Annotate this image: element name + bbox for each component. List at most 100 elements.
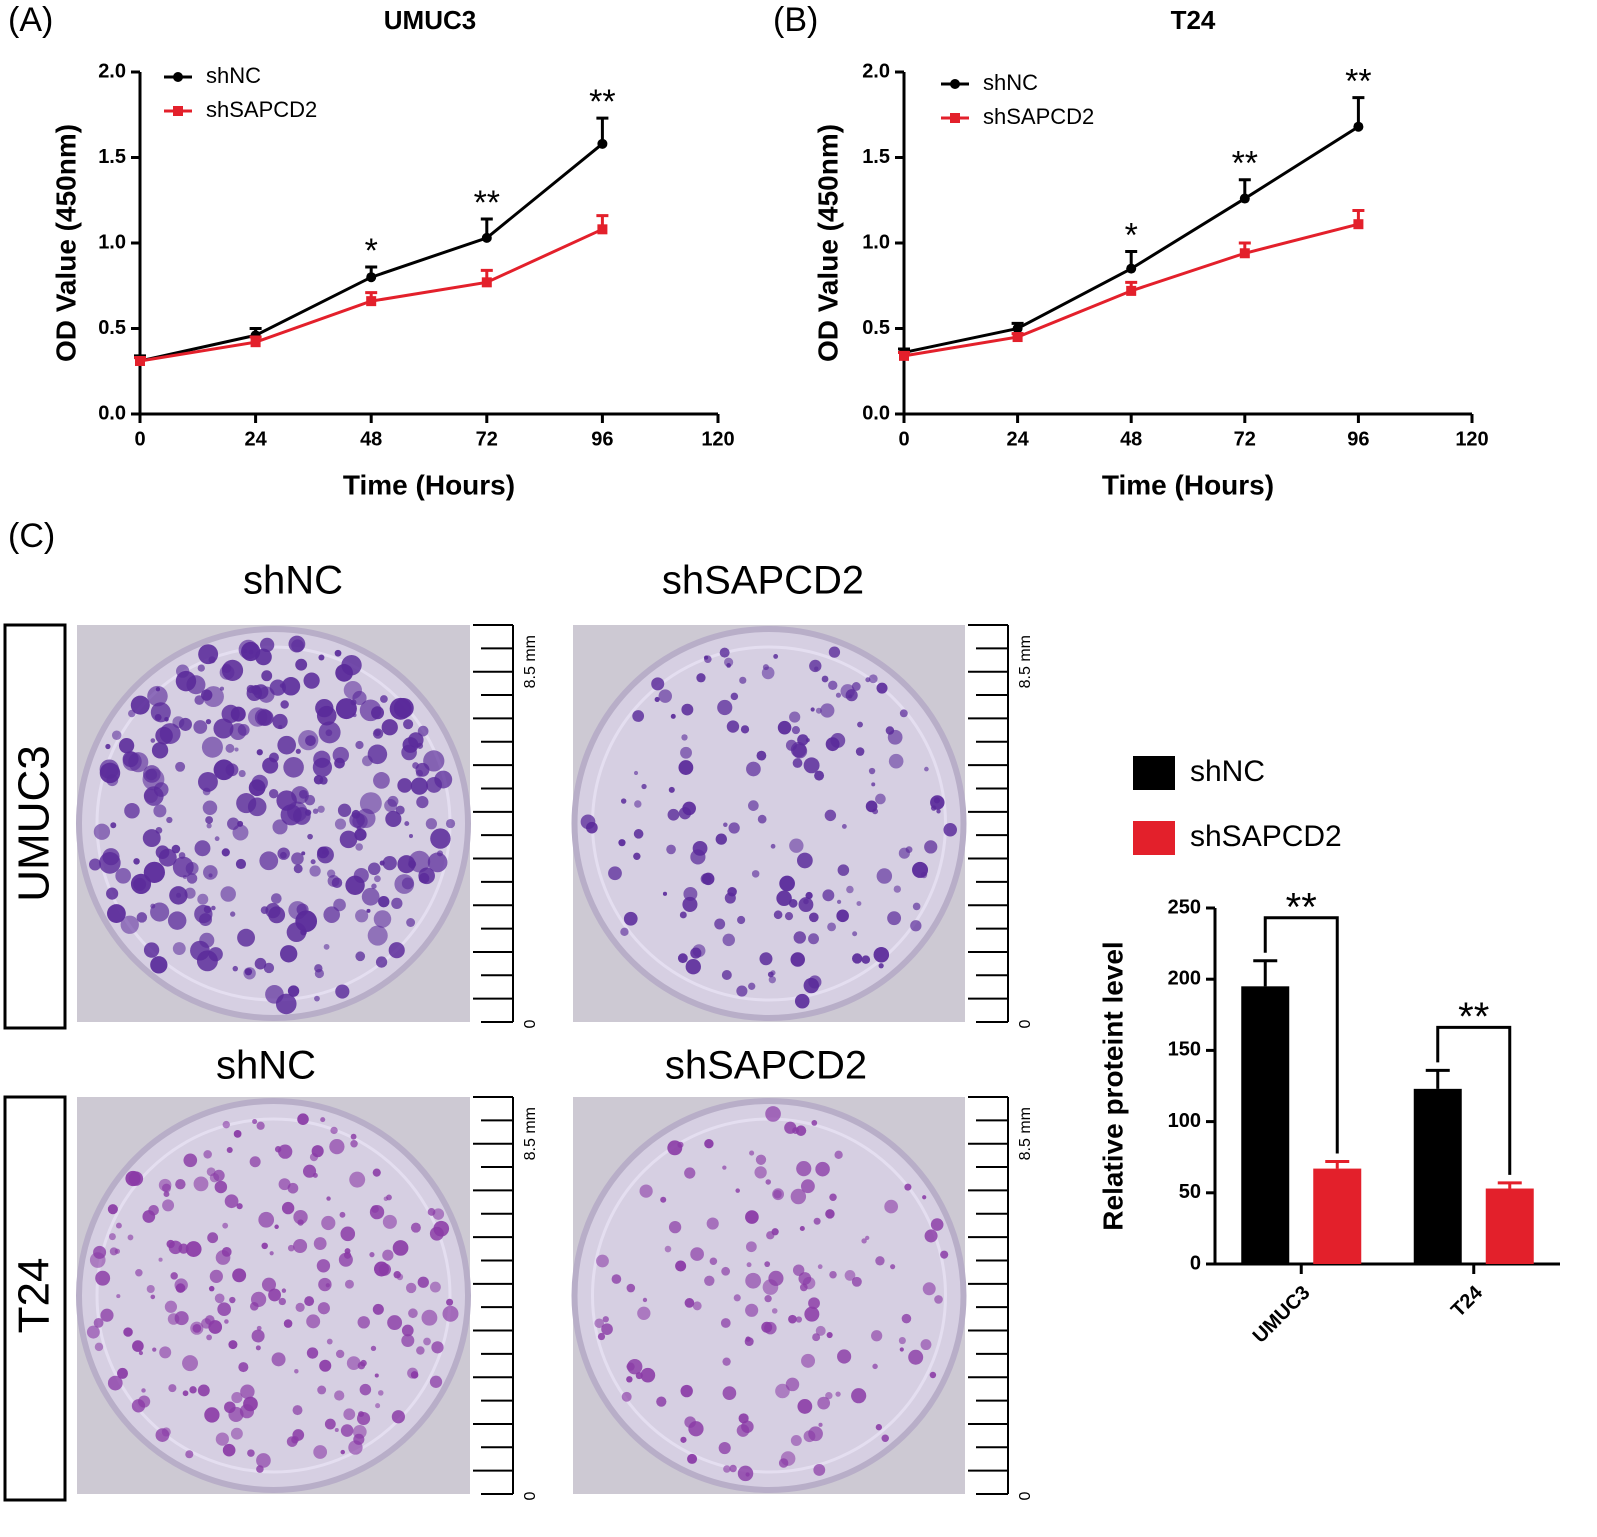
colony (197, 664, 205, 672)
colony (754, 1166, 767, 1179)
colony (912, 902, 921, 911)
colony (687, 1453, 698, 1464)
colony (851, 1388, 867, 1404)
colony (904, 1183, 912, 1191)
colony (745, 1336, 751, 1342)
legend-label: shSAPCD2 (206, 97, 317, 122)
colony (387, 795, 399, 807)
plate-title: shSAPCD2 (665, 1044, 867, 1088)
colony (259, 637, 275, 653)
significance: * (365, 232, 378, 270)
colony (131, 1399, 146, 1413)
colony (172, 716, 185, 729)
colony (431, 1341, 444, 1354)
colony (130, 873, 152, 894)
significance: ** (1232, 145, 1258, 183)
colony (297, 1219, 304, 1226)
plate-rim (95, 1117, 452, 1474)
colony (362, 755, 373, 767)
colony (236, 793, 257, 814)
colony (651, 677, 665, 691)
colony (722, 1165, 727, 1170)
colony (286, 922, 307, 943)
colony (373, 772, 390, 789)
colony (766, 1231, 775, 1240)
colony (910, 920, 922, 932)
colony (790, 1188, 807, 1205)
colony (250, 1291, 267, 1307)
colony (601, 1323, 613, 1335)
colony (871, 1330, 883, 1342)
colony (321, 1215, 336, 1231)
colony (138, 1350, 144, 1356)
colony (765, 1179, 771, 1185)
colony (745, 1272, 762, 1289)
colony (175, 761, 186, 772)
colony (295, 1302, 305, 1312)
colony (318, 1277, 332, 1292)
colony (230, 1427, 243, 1440)
colony (227, 817, 240, 830)
colony (192, 1323, 202, 1333)
colony (836, 909, 849, 923)
colony (295, 748, 301, 754)
colony (730, 692, 739, 701)
colony (332, 746, 349, 764)
colony (107, 1204, 118, 1215)
colony (93, 1317, 104, 1328)
colony (445, 818, 456, 829)
colony (189, 1386, 197, 1394)
colony (238, 770, 246, 778)
colony (86, 1325, 100, 1339)
colony (789, 838, 804, 853)
error-bar (1325, 1159, 1350, 1169)
colony (876, 868, 893, 884)
legend-label: shSAPCD2 (983, 104, 1094, 129)
colony (355, 843, 363, 851)
colony (167, 911, 187, 930)
scale-top: 8.5 mm (1017, 1107, 1034, 1160)
colony (193, 1176, 209, 1192)
colony (805, 738, 810, 743)
colony (95, 1270, 111, 1286)
colony (186, 873, 198, 884)
colony (621, 1391, 632, 1402)
colony (297, 1113, 309, 1125)
colony (249, 1156, 261, 1168)
colony (283, 757, 304, 778)
significance-bracket (1436, 1025, 1512, 1175)
colony (733, 1294, 741, 1302)
colony (773, 910, 783, 920)
colony (348, 1440, 363, 1455)
colony (122, 751, 142, 771)
colony (387, 1315, 403, 1331)
colony (382, 855, 397, 871)
x-tick-label: 72 (1234, 428, 1256, 450)
y-axis-label: OD Value (450nm) (50, 124, 81, 362)
colony (313, 750, 331, 768)
colony (317, 846, 329, 859)
y-tick-label: 200 (1168, 967, 1201, 989)
colony (828, 646, 841, 658)
y-tick-label: 2.0 (862, 60, 890, 82)
colony (378, 1390, 384, 1396)
colony (371, 1205, 379, 1213)
colony (228, 1340, 238, 1350)
colony (291, 852, 304, 865)
colony (172, 942, 186, 955)
colony (825, 737, 840, 752)
point (366, 296, 377, 307)
colony (366, 908, 371, 913)
colony (206, 823, 212, 829)
colony (704, 1275, 715, 1286)
colony (751, 870, 760, 878)
significance-bracket (1263, 916, 1339, 1154)
colony (784, 912, 794, 921)
colony (841, 823, 847, 829)
colony (367, 925, 388, 946)
colony (728, 822, 740, 834)
colony (852, 931, 858, 937)
colony (804, 1306, 820, 1322)
colony (681, 734, 688, 741)
colony (829, 1193, 837, 1201)
